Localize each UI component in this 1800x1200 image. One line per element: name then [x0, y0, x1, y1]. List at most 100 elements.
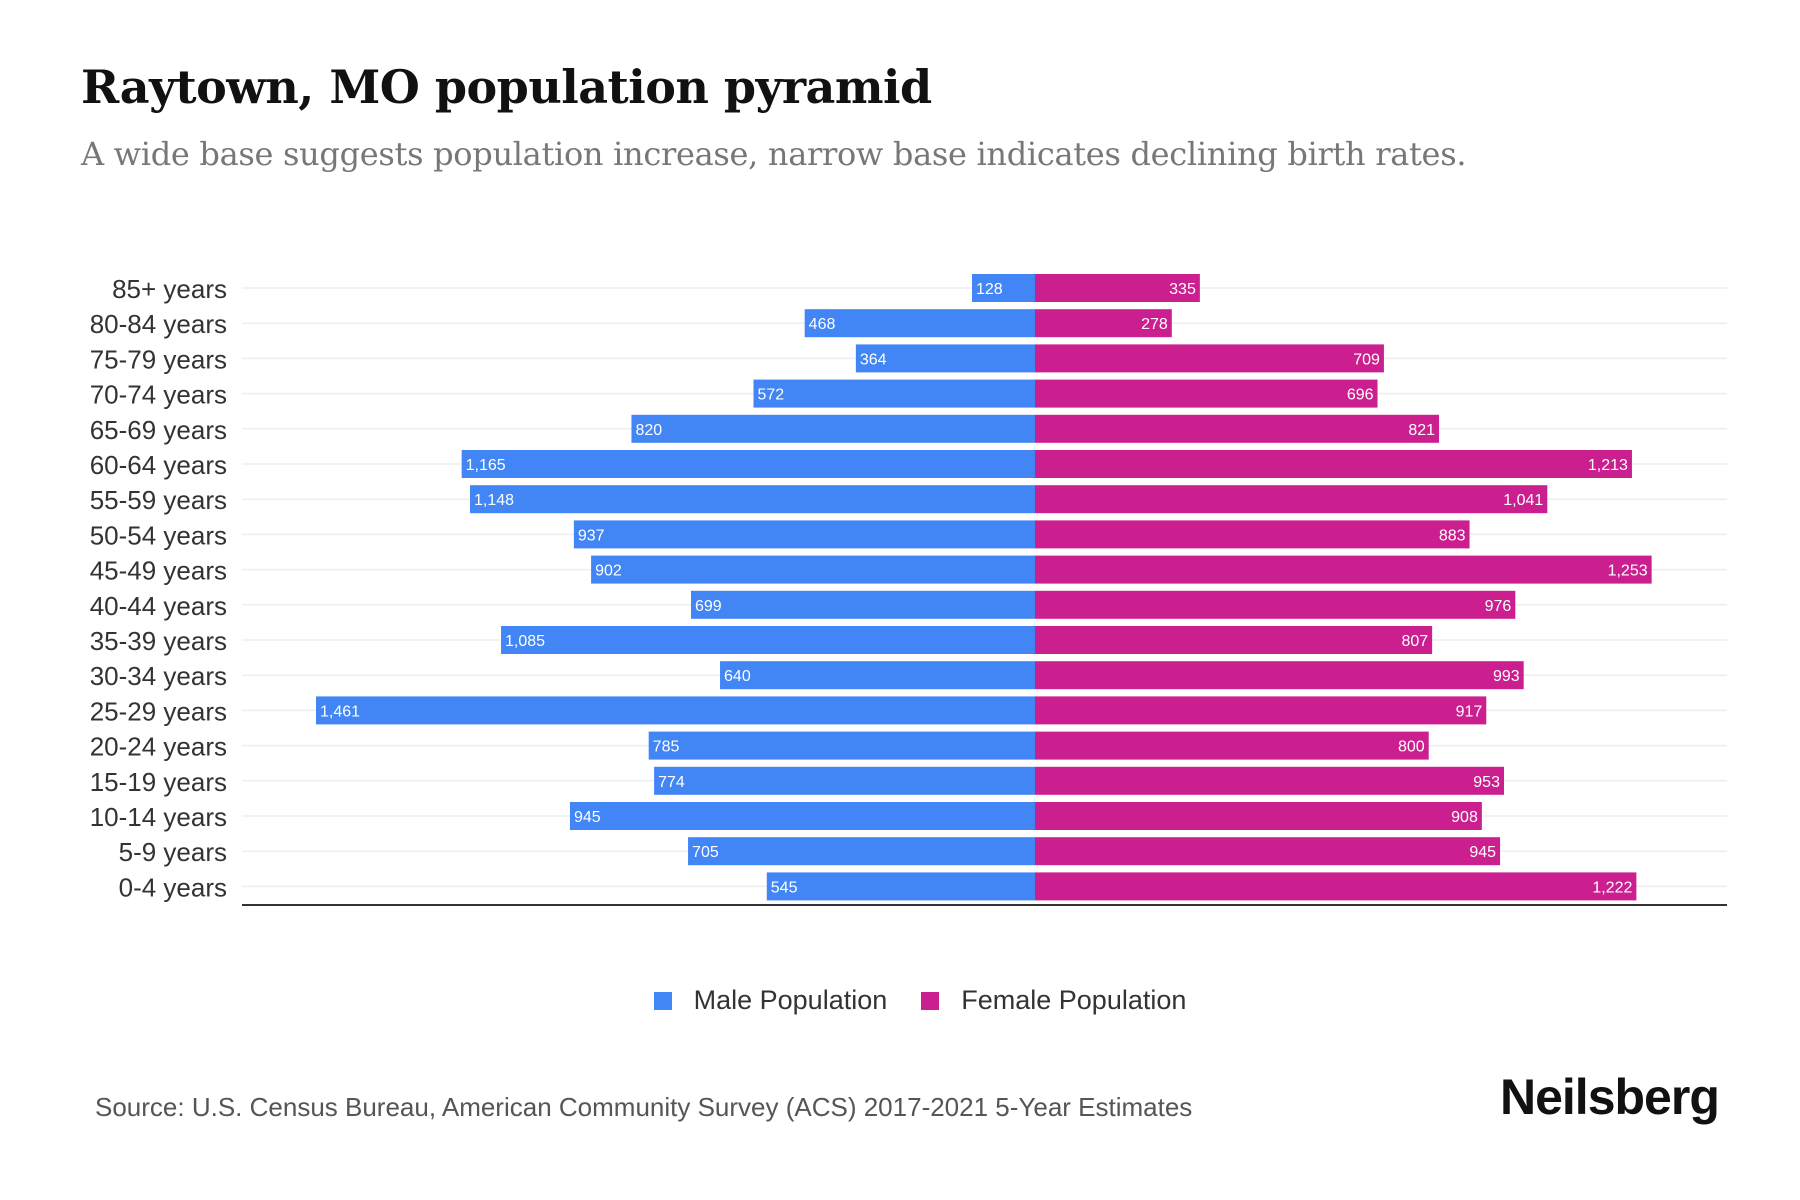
bar-male [691, 590, 1035, 619]
bar-male [501, 626, 1035, 654]
bar-male [766, 872, 1035, 901]
data-label-male: 1,461 [320, 703, 360, 720]
y-tick-label: 80-84 years [90, 309, 227, 339]
y-tick-label: 40-44 years [90, 591, 227, 621]
data-label-female: 1,222 [1592, 879, 1632, 896]
y-tick-label: 15-19 years [90, 767, 227, 797]
data-label-male: 774 [658, 774, 685, 791]
data-label-female: 709 [1353, 351, 1380, 368]
bar-male [648, 731, 1035, 760]
legend-item-male: Male Population [653, 985, 888, 1016]
chart-title: Raytown, MO population pyramid [81, 60, 932, 114]
bar-female [1035, 766, 1504, 795]
data-label-male: 820 [635, 422, 662, 439]
data-label-male: 364 [860, 351, 887, 368]
data-label-female: 696 [1347, 387, 1374, 404]
data-label-male: 785 [653, 739, 680, 756]
y-tick-label: 35-39 years [90, 626, 227, 656]
data-label-female: 1,213 [1588, 457, 1628, 474]
data-label-male: 1,148 [474, 492, 514, 509]
y-tick-label: 50-54 years [90, 520, 227, 550]
bar-female [1035, 520, 1470, 549]
chart-subtitle: A wide base suggests population increase… [81, 135, 1467, 173]
legend-swatch-female [921, 991, 940, 1010]
data-label-female: 278 [1141, 316, 1168, 333]
data-label-male: 572 [758, 387, 785, 404]
data-label-female: 883 [1439, 527, 1466, 544]
legend-item-female: Female Population [921, 985, 1186, 1016]
population-pyramid-chart: 85+ years 128 335 80-84 years 468 278 75-79 ye… [90, 274, 1727, 906]
data-label-female: 917 [1456, 703, 1483, 720]
bar-male [470, 485, 1036, 514]
y-tick-label: 5-9 years [119, 837, 227, 867]
bar-female [1035, 274, 1200, 302]
bar-male [461, 450, 1036, 478]
data-label-male: 640 [724, 668, 751, 685]
bar-female [1035, 696, 1487, 725]
bar-male [972, 274, 1035, 302]
bar-male [720, 661, 1035, 690]
data-label-female: 1,253 [1608, 563, 1648, 580]
data-label-male: 705 [692, 844, 719, 861]
bar-male [316, 696, 1035, 725]
y-tick-label: 55-59 years [90, 485, 227, 515]
data-label-male: 1,165 [466, 457, 506, 474]
bar-female [1035, 379, 1378, 408]
bar-male [855, 344, 1035, 373]
bar-female [1035, 802, 1482, 830]
data-label-female: 976 [1485, 598, 1512, 615]
data-label-male: 128 [976, 281, 1003, 298]
y-tick-label: 30-34 years [90, 661, 227, 691]
bar-female [1035, 485, 1548, 514]
data-label-female: 1,041 [1503, 492, 1543, 509]
legend-swatch-male [653, 991, 672, 1010]
y-tick-label: 45-49 years [90, 556, 227, 586]
data-label-male: 468 [809, 316, 836, 333]
source-note: Source: U.S. Census Bureau, American Com… [95, 1092, 1193, 1122]
bar-female [1035, 309, 1172, 338]
data-label-female: 945 [1469, 844, 1496, 861]
y-tick-label: 65-69 years [90, 415, 227, 445]
legend: Male Population Female Population [0, 985, 1800, 1016]
bar-male [654, 766, 1035, 795]
data-label-male: 545 [771, 879, 798, 896]
y-tick-label: 85+ years [112, 274, 227, 304]
bar-male [753, 379, 1035, 408]
y-tick-label: 75-79 years [90, 344, 227, 374]
data-label-male: 699 [695, 598, 722, 615]
data-label-male: 902 [595, 563, 622, 580]
data-label-female: 993 [1493, 668, 1520, 685]
y-tick-label: 20-24 years [90, 732, 227, 762]
data-label-male: 1,085 [505, 633, 545, 650]
bar-female [1035, 414, 1440, 443]
bar-female [1035, 555, 1652, 584]
data-label-female: 335 [1169, 281, 1196, 298]
bar-male [688, 837, 1035, 866]
bar-female [1035, 450, 1632, 478]
y-tick-label: 10-14 years [90, 802, 227, 832]
bar-female [1035, 344, 1384, 373]
y-tick-label: 25-29 years [90, 696, 227, 726]
legend-label-male: Male Population [693, 985, 888, 1015]
bar-female [1035, 661, 1524, 690]
bar-male [573, 520, 1035, 549]
data-label-female: 908 [1451, 809, 1478, 826]
bar-male [569, 802, 1035, 830]
bar-female [1035, 626, 1433, 654]
bar-male [631, 414, 1035, 443]
data-label-female: 821 [1408, 422, 1435, 439]
bar-male [591, 555, 1035, 584]
legend-label-female: Female Population [961, 985, 1187, 1015]
y-tick-label: 0-4 years [119, 872, 227, 902]
y-tick-label: 70-74 years [90, 380, 227, 410]
data-label-female: 800 [1398, 739, 1425, 756]
bar-male [804, 309, 1035, 338]
bar-female [1035, 731, 1429, 760]
brand-logo: Neilsberg [1500, 1069, 1720, 1125]
y-tick-label: 60-64 years [90, 450, 227, 480]
data-label-female: 953 [1473, 774, 1500, 791]
data-label-male: 945 [574, 809, 601, 826]
data-label-female: 807 [1401, 633, 1428, 650]
bar-female [1035, 837, 1501, 866]
bar-female [1035, 590, 1516, 619]
